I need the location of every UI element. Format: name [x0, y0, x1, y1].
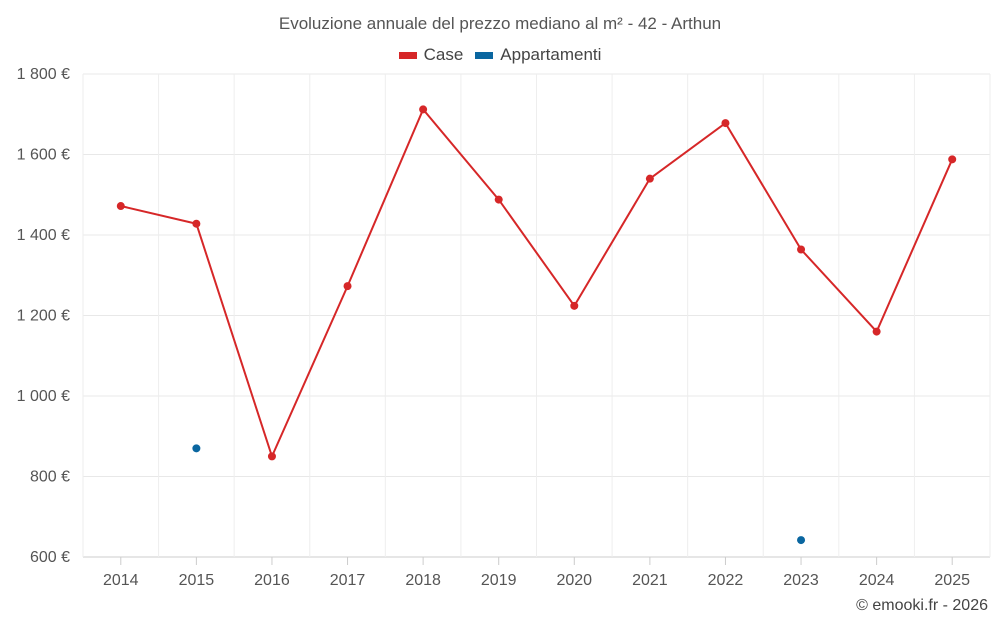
y-tick-label: 600 €	[30, 549, 70, 566]
x-tick-label: 2015	[179, 572, 215, 589]
data-point-case	[343, 282, 352, 291]
legend-item-appartamenti[interactable]: Appartamenti	[475, 45, 601, 65]
x-tick-label: 2020	[556, 572, 592, 589]
y-tick-label: 1 600 €	[17, 147, 70, 164]
legend-label-case: Case	[423, 45, 464, 64]
x-tick-label: 2023	[783, 572, 819, 589]
data-point-case	[721, 119, 730, 128]
y-tick-label: 1 200 €	[17, 308, 70, 325]
credit-text: © emooki.fr - 2026	[856, 597, 988, 614]
legend-swatch-appartamenti	[475, 51, 494, 59]
x-tick-label: 2022	[708, 572, 744, 589]
chart-title: Evoluzione annuale del prezzo mediano al…	[278, 14, 722, 33]
legend-item-case[interactable]: Case	[398, 45, 464, 65]
data-point-case	[645, 174, 654, 183]
y-tick-label: 1 400 €	[17, 227, 70, 244]
data-point-case	[192, 219, 201, 228]
data-point-case	[948, 155, 957, 164]
y-tick-label: 1 800 €	[17, 66, 70, 83]
legend-label-appartamenti: Appartamenti	[500, 45, 602, 64]
x-tick-label: 2014	[103, 572, 139, 589]
data-point-appartamenti	[192, 444, 201, 453]
data-point-case	[494, 195, 503, 204]
data-point-case	[570, 301, 579, 310]
series-line-case	[120, 108, 954, 458]
data-point-case	[872, 327, 881, 336]
data-point-case	[419, 105, 428, 114]
y-tick-label: 1 000 €	[17, 388, 70, 405]
data-point-case	[116, 202, 125, 211]
x-tick-label: 2018	[405, 572, 441, 589]
x-tick-label: 2016	[254, 572, 290, 589]
data-point-case	[267, 452, 276, 461]
x-tick-label: 2024	[859, 572, 895, 589]
x-tick-label: 2017	[330, 572, 366, 589]
x-tick-label: 2025	[934, 572, 970, 589]
y-tick-label: 800 €	[30, 469, 70, 486]
chart-legend: Case Appartamenti	[0, 45, 1000, 65]
data-point-appartamenti	[797, 536, 806, 545]
x-tick-label: 2021	[632, 572, 668, 589]
x-tick-label: 2019	[481, 572, 517, 589]
data-point-case	[797, 245, 806, 254]
legend-swatch-case	[398, 51, 417, 59]
